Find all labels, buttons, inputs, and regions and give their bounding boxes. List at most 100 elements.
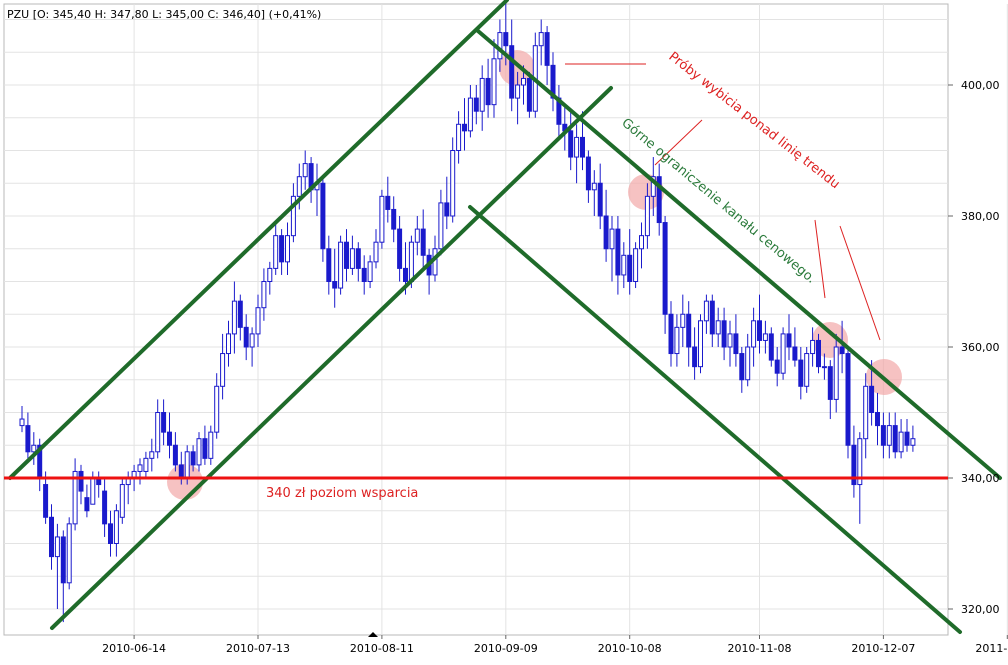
candle — [391, 196, 397, 243]
candle-body — [202, 438, 208, 459]
candle-body — [473, 97, 479, 112]
candle — [196, 432, 202, 472]
annotation-stroke — [814, 219, 826, 299]
candle — [243, 314, 249, 361]
candle — [650, 157, 656, 216]
candle-body — [190, 451, 196, 466]
candle — [869, 360, 875, 426]
candle-body — [397, 228, 403, 269]
candle-body — [220, 353, 226, 387]
candle-body — [414, 228, 420, 243]
candle — [639, 222, 644, 269]
candle-body — [338, 241, 344, 289]
candle — [574, 124, 580, 184]
candle-body — [615, 228, 621, 276]
annotation-stroke — [839, 225, 881, 341]
candle-body — [721, 320, 727, 348]
scroll-marker-icon[interactable] — [368, 632, 378, 637]
candle-body — [167, 431, 172, 446]
candle — [904, 419, 910, 452]
candle — [762, 320, 768, 354]
candle-body — [798, 359, 804, 387]
candle-body — [768, 333, 774, 361]
candle-body — [226, 333, 231, 355]
candle-body — [214, 385, 220, 433]
candle-body — [591, 182, 597, 191]
candle — [721, 307, 727, 361]
candle-body — [526, 77, 532, 112]
candle-body — [367, 261, 373, 283]
candle — [279, 229, 285, 275]
candle — [845, 347, 851, 459]
candle-body — [49, 516, 54, 558]
candle-body — [780, 333, 786, 374]
candle — [703, 294, 709, 334]
candle-body — [72, 470, 78, 525]
x-tick-label: 2010-12-07 — [851, 642, 915, 655]
candle — [349, 235, 355, 275]
candle — [438, 189, 444, 256]
chart-title: PZU [O: 345,40 H: 347,80 L: 345,00 C: 34… — [7, 8, 321, 21]
candle-body — [273, 235, 279, 269]
candle — [739, 347, 745, 393]
candle — [237, 294, 243, 341]
candle-body — [43, 484, 49, 518]
candle-body — [633, 248, 639, 282]
candle-body — [680, 313, 686, 328]
candle-body — [408, 241, 414, 282]
candle — [326, 235, 332, 295]
candle — [591, 170, 597, 216]
candle — [839, 320, 845, 374]
candle-body — [161, 412, 167, 433]
candle — [208, 425, 214, 465]
annotation-stroke — [654, 119, 703, 166]
candle — [757, 294, 762, 354]
candle — [627, 229, 633, 295]
candle — [780, 327, 786, 380]
candle — [31, 432, 37, 465]
candle — [344, 229, 349, 282]
candle — [875, 392, 880, 446]
candle-body — [178, 464, 184, 479]
candle — [60, 530, 66, 623]
candle-body — [875, 412, 880, 427]
candle — [774, 347, 780, 387]
grid — [4, 4, 1008, 635]
candle-body — [857, 438, 863, 486]
candle-body — [668, 313, 674, 355]
candle — [320, 176, 326, 262]
candle — [367, 255, 373, 289]
candle-body — [467, 97, 473, 132]
candle-body — [733, 333, 739, 355]
candle-body — [25, 425, 31, 453]
candle — [19, 405, 25, 433]
candle-body — [639, 235, 644, 250]
candle — [892, 412, 898, 459]
candle — [668, 301, 674, 367]
candle-body — [757, 320, 762, 341]
candle-body — [155, 412, 161, 453]
candle-body — [420, 228, 426, 256]
candle — [686, 301, 692, 367]
candle — [821, 353, 827, 380]
candle-body — [137, 464, 143, 472]
candle — [231, 281, 237, 354]
candle — [397, 216, 403, 282]
x-axis: 2010-06-14 2010-07-13 2010-08-11 2010-09-09… — [102, 635, 1008, 655]
x-tick-label: 2010-10-08 — [598, 642, 662, 655]
candle — [727, 320, 733, 367]
candle — [615, 216, 621, 295]
candle-body — [762, 333, 768, 341]
candle — [450, 137, 456, 223]
y-tick-label: 380,00 — [961, 210, 1000, 223]
candle — [644, 183, 650, 249]
candle-body — [804, 353, 810, 387]
candle-body — [845, 353, 851, 446]
candle — [137, 458, 143, 485]
y-tick-label: 340,00 — [961, 472, 1000, 485]
candle — [249, 327, 255, 367]
candle-body — [231, 300, 237, 335]
candle — [609, 216, 615, 282]
candle-body — [603, 215, 609, 250]
candle — [768, 327, 774, 367]
